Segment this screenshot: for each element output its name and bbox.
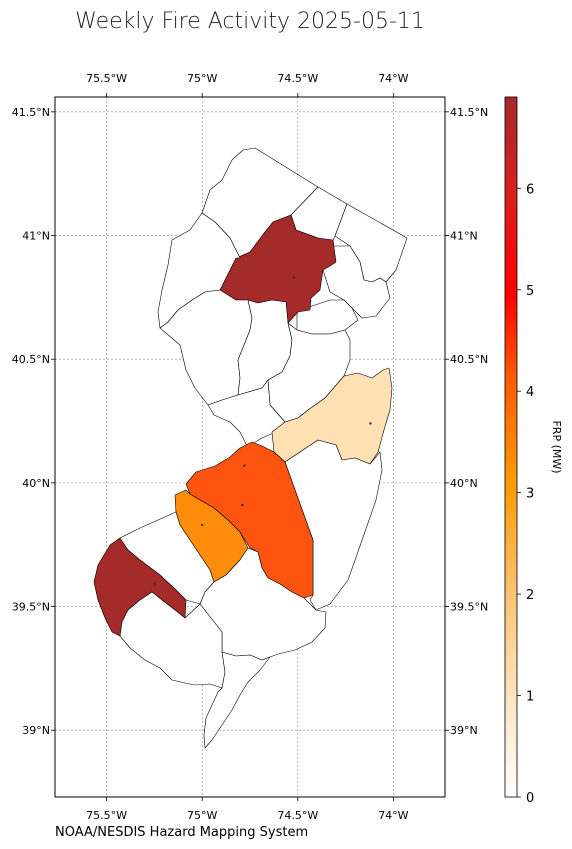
lat-tick-label: 41°N [450,230,478,243]
lon-tick-label: 75°W [187,72,217,85]
fire-point [153,583,156,586]
lat-tick-label: 40.5°N [450,353,488,366]
county-ocean[interactable] [284,439,383,611]
lon-tick-label: 74.5°W [277,809,318,822]
lon-tick-label: 74°W [378,809,408,822]
lat-tick-label: 39.5°N [450,601,488,614]
colorbar-tick-label: 6 [526,182,534,197]
colorbar-tick-label: 5 [526,284,534,299]
lon-tick-label: 74.5°W [277,72,318,85]
lat-tick-label: 39°N [22,724,50,737]
county-layer [93,147,408,749]
colorbar-ticks: 0 1 2 3 4 5 6 [517,182,534,806]
lat-tick-label: 40°N [22,477,50,490]
colorbar [504,96,518,798]
county-cape-may[interactable] [203,651,271,749]
colorbar-label: FRP (MW) [550,420,563,473]
fire-point [369,422,372,425]
lon-ticks-top: 75.5°W 75°W 74.5°W 74°W [86,72,409,97]
lon-tick-label: 74°W [378,72,408,85]
lat-tick-label: 41.5°N [12,106,50,119]
lat-ticks-right: 41.5°N 41°N 40.5°N 40°N 39.5°N 39°N [445,106,488,737]
fire-point [243,464,246,467]
fire-point [241,503,244,507]
county-essex-hudson[interactable] [322,245,391,319]
lat-ticks-left: 41.5°N 41°N 40.5°N 40°N 39.5°N 39°N [12,106,55,737]
colorbar-tick-label: 0 [526,791,534,806]
lat-tick-label: 39.5°N [12,601,50,614]
colorbar-tick-label: 3 [526,487,534,502]
colorbar-tick-label: 4 [526,385,534,400]
figure-title: Weekly Fire Activity 2025-05-11 [75,9,425,34]
lat-tick-label: 40°N [450,477,478,490]
credit-text: NOAA/NESDIS Hazard Mapping System [55,825,308,840]
lat-tick-label: 41.5°N [450,106,488,119]
lat-tick-label: 39°N [450,724,478,737]
lon-ticks-bottom: 75.5°W 75°W 74.5°W 74°W [86,797,409,822]
lon-tick-label: 75.5°W [86,809,127,822]
colorbar-tick-label: 2 [526,588,534,603]
lon-tick-label: 75°W [187,809,217,822]
fire-detections [153,276,372,586]
lat-tick-label: 41°N [22,230,50,243]
lat-tick-label: 40.5°N [12,353,50,366]
lon-tick-label: 75.5°W [86,72,127,85]
fire-point [292,276,296,279]
colorbar-tick-label: 1 [526,690,534,705]
fire-point [201,523,204,527]
map-frame [54,96,446,798]
